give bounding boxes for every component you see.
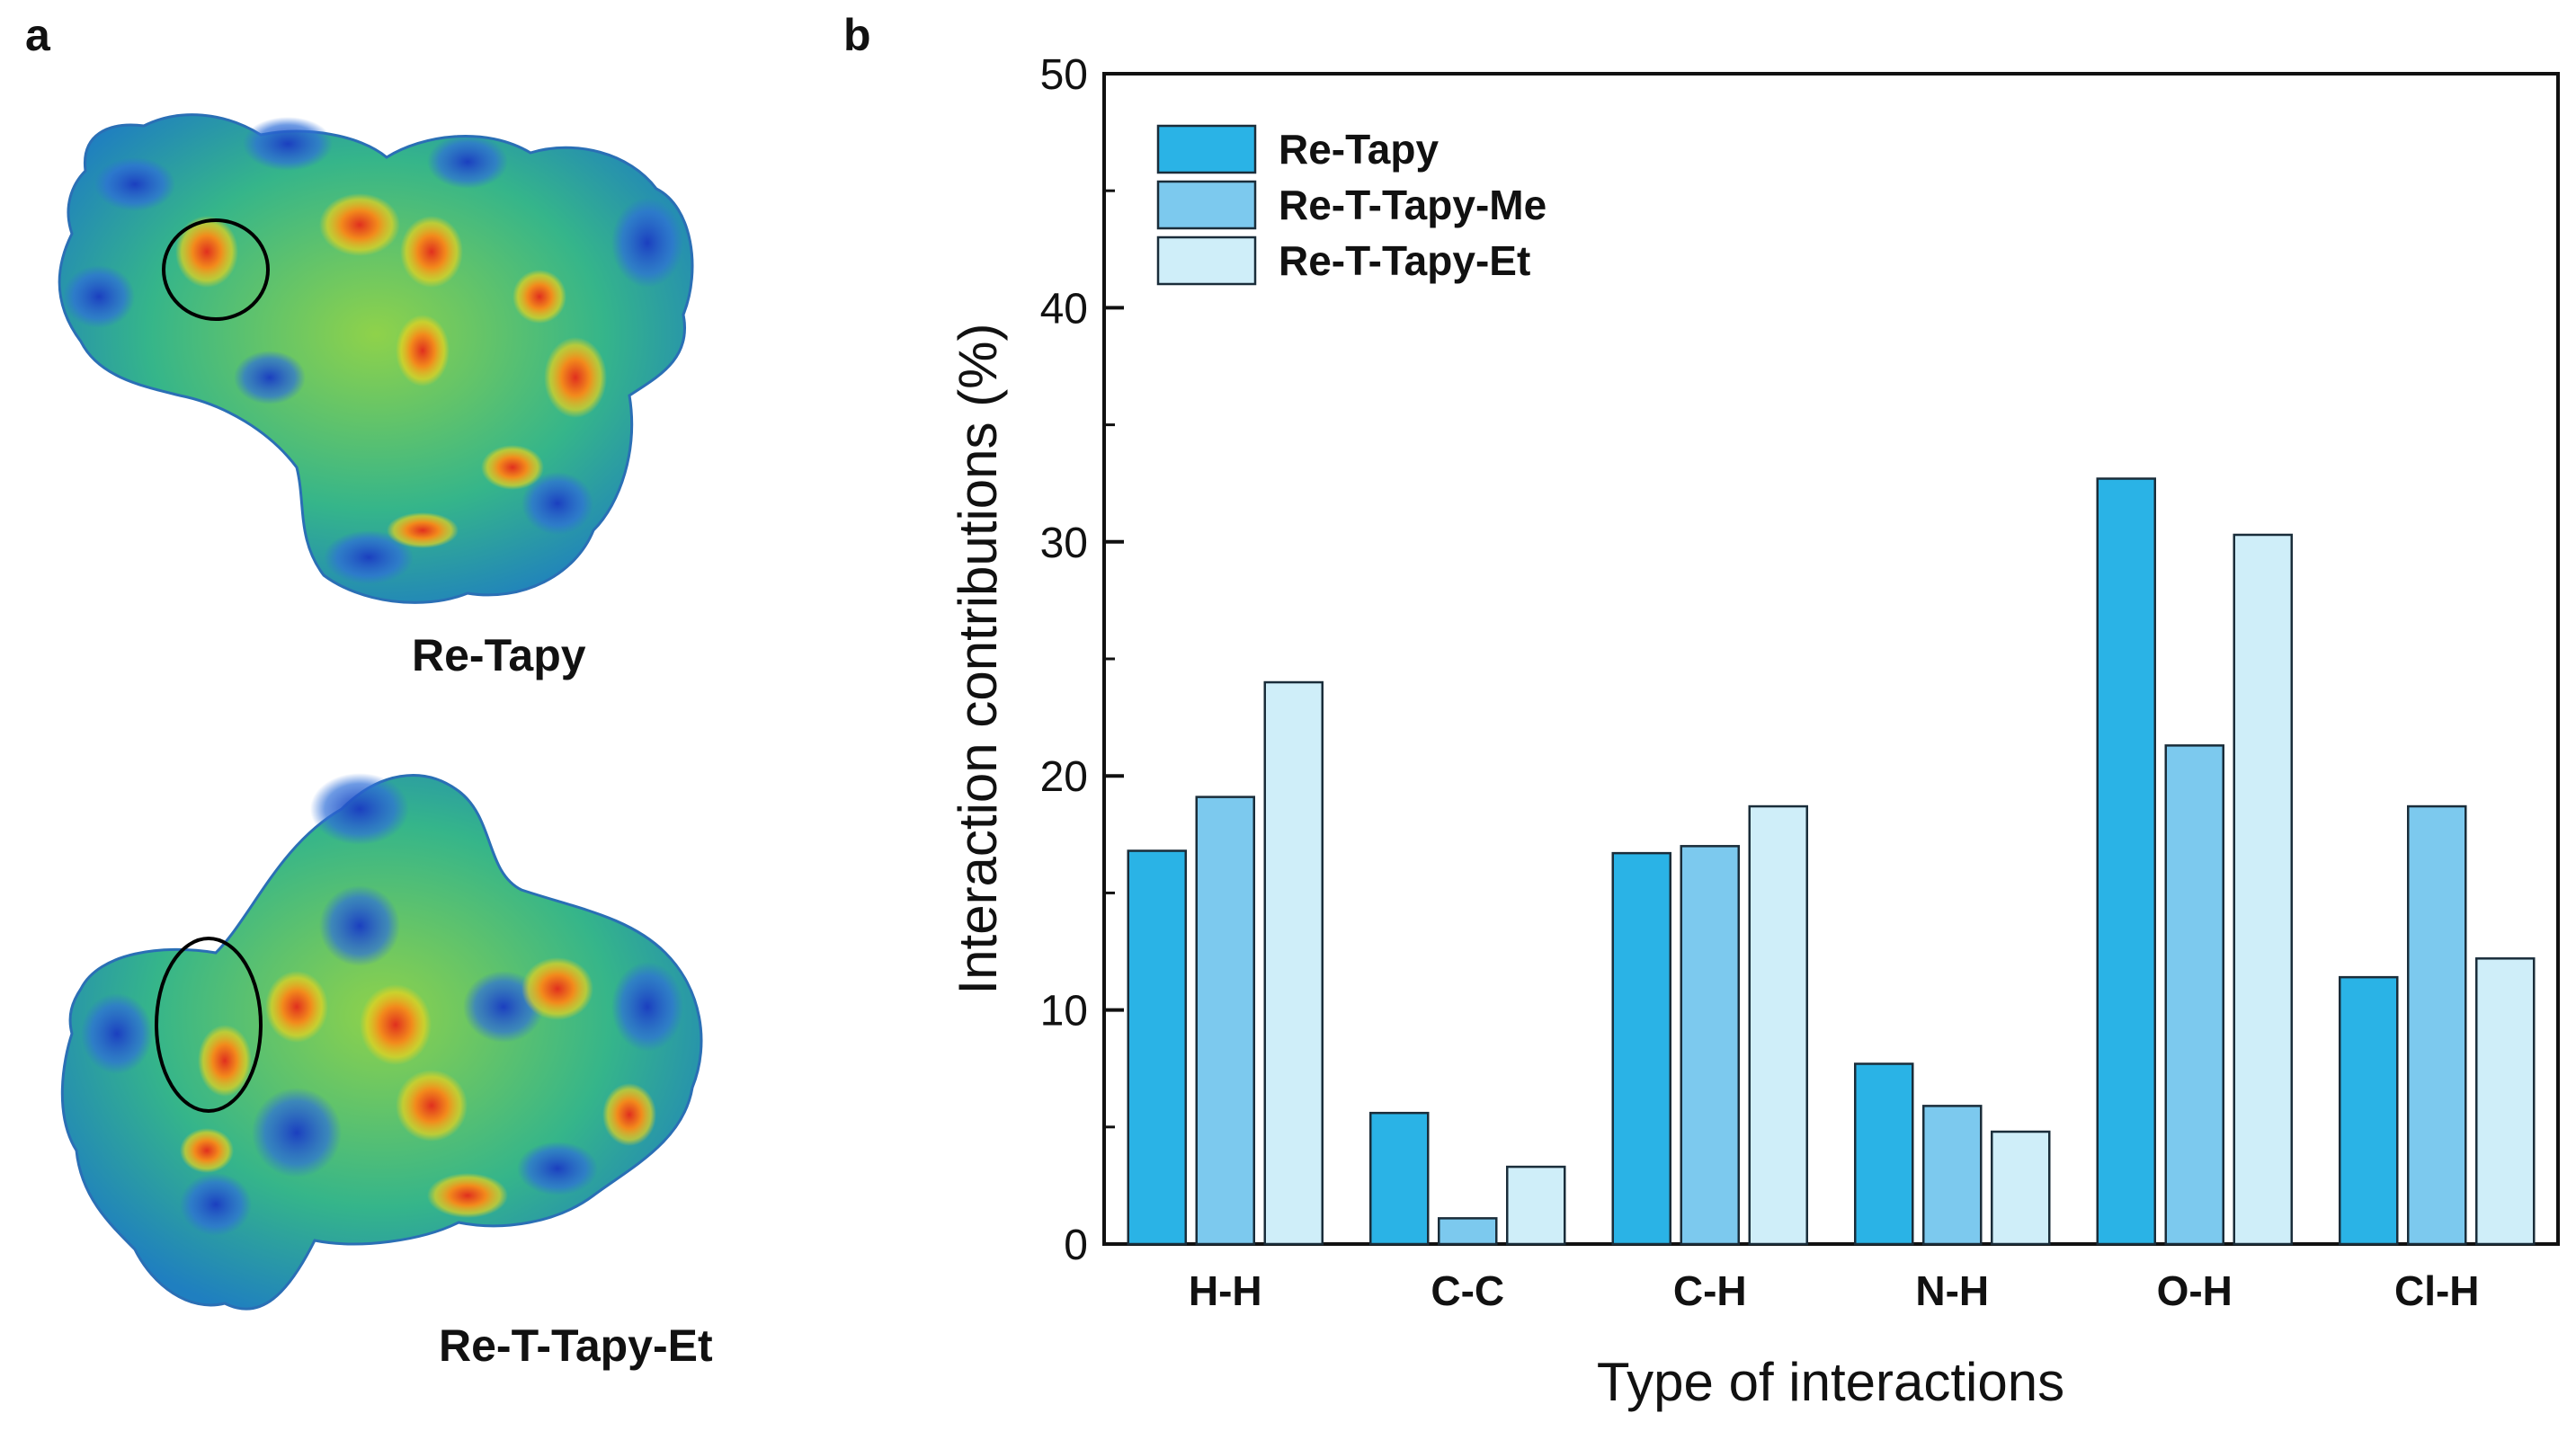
surface-re-tapy — [58, 113, 694, 604]
bar-re-t-tapy-me-c-c — [1438, 1217, 1498, 1246]
x-tick-label: N-H — [1915, 1267, 1989, 1314]
bar-re-t-tapy-et-cl-h — [2475, 957, 2536, 1246]
highlight-ellipse — [162, 218, 270, 321]
bar-re-t-tapy-et-c-c — [1506, 1165, 1566, 1246]
bar-re-t-tapy-me-c-h — [1680, 845, 1740, 1246]
legend-swatch — [1156, 180, 1257, 230]
bar-re-tapy-cl-h — [2339, 975, 2399, 1246]
molecule-label: Re-T-Tapy-Et — [439, 1320, 713, 1371]
x-axis: H-H C-C C-H N-H O-H Cl-H — [1189, 1228, 2480, 1314]
bars — [1127, 477, 2536, 1246]
panel-a-letter: a — [25, 10, 50, 60]
x-tick-label: C-H — [1673, 1267, 1747, 1314]
bar-re-t-tapy-me-o-h — [2164, 744, 2224, 1246]
bar-re-t-tapy-et-n-h — [1991, 1130, 2051, 1246]
y-axis-label: Interaction contributions (%) — [948, 323, 1008, 994]
hirshfeld-surfaces — [58, 113, 703, 1311]
y-tick-label: 30 — [1040, 520, 1088, 567]
legend-swatch — [1156, 124, 1257, 174]
legend-label: Re-T-Tapy-Me — [1279, 182, 1546, 228]
y-axis: 0 10 20 30 40 50 — [1040, 51, 1124, 1269]
x-tick-label: O-H — [2157, 1267, 2233, 1314]
bar-re-tapy-n-h — [1854, 1062, 1914, 1246]
bar-re-t-tapy-me-n-h — [1922, 1105, 1983, 1246]
bar-re-t-tapy-et-h-h — [1263, 680, 1324, 1246]
bar-re-t-tapy-et-o-h — [2233, 533, 2293, 1246]
bar-re-t-tapy-et-c-h — [1748, 804, 1808, 1246]
surface-re-t-tapy-et — [60, 773, 703, 1311]
y-tick-label: 40 — [1040, 285, 1088, 333]
bar-re-tapy-c-c — [1369, 1111, 1430, 1246]
legend-label: Re-T-Tapy-Et — [1279, 237, 1530, 284]
y-tick-label: 10 — [1040, 988, 1088, 1035]
bar-re-t-tapy-me-h-h — [1195, 795, 1255, 1246]
x-tick-label: Cl-H — [2394, 1267, 2480, 1314]
legend-swatch — [1156, 236, 1257, 286]
bar-re-tapy-c-h — [1611, 851, 1671, 1246]
legend-label: Re-Tapy — [1279, 126, 1439, 173]
molecule-label: Re-Tapy — [412, 630, 586, 680]
y-tick-label: 50 — [1040, 51, 1088, 99]
y-tick-label: 20 — [1040, 753, 1088, 801]
bar-re-tapy-h-h — [1127, 849, 1187, 1246]
legend: Re-Tapy Re-T-Tapy-Me Re-T-Tapy-Et — [1156, 124, 1546, 286]
bar-re-tapy-o-h — [2096, 477, 2156, 1246]
highlight-ellipse — [155, 937, 263, 1113]
x-axis-label: Type of interactions — [1597, 1352, 2064, 1412]
panel-b-letter: b — [843, 10, 871, 60]
bar-re-t-tapy-me-cl-h — [2407, 804, 2467, 1246]
x-tick-label: H-H — [1189, 1267, 1262, 1314]
y-tick-label: 0 — [1064, 1222, 1088, 1269]
x-tick-label: C-C — [1431, 1267, 1504, 1314]
